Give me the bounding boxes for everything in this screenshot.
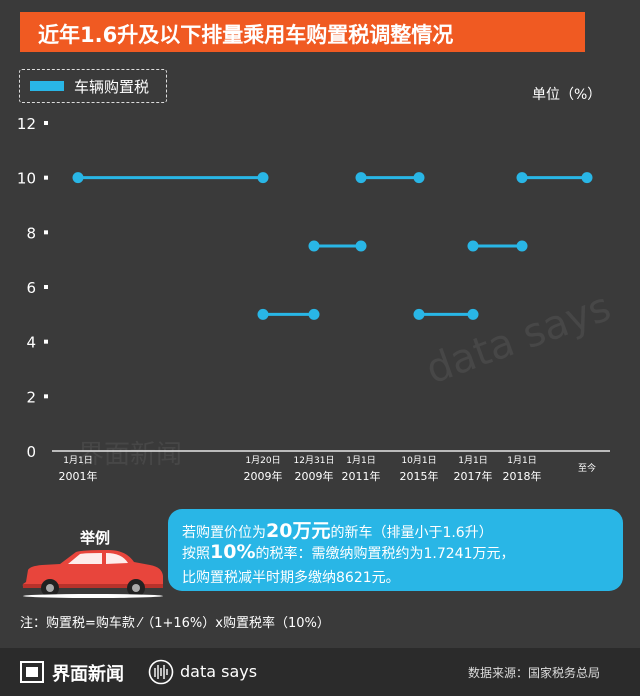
data-point [581,172,593,184]
y-tick-label: 8 [26,224,36,242]
legend-label: 车辆购置税 [74,78,150,96]
x-tick-label: 10月1日 [401,455,436,466]
data-point [413,172,425,184]
data-point [355,240,367,252]
x-tick-label: 1月1日 [507,455,536,466]
y-tick-label: 2 [26,388,36,406]
data-point [467,240,479,252]
data-point [257,172,269,184]
example-line-3: 比购置税减半时期多缴纳8621元。 [182,570,400,586]
y-tick-label: 12 [17,115,36,133]
x-tick-label-year: 2001年 [59,469,98,483]
data-point [308,240,320,252]
example-line-1-post: 的新车（排量小于1.6升） [330,525,493,541]
x-tick-label-year: 2009年 [244,469,283,483]
x-tick-label-year: 2009年 [295,469,334,483]
data-source: 数据来源：国家税务总局 [468,666,601,680]
datasays-logo-icon [148,659,174,685]
page-title: 近年1.6升及以下排量乘用车购置税调整情况 [38,23,454,47]
data-point [308,308,320,320]
y-tick-mark [44,285,48,289]
data-point [516,172,528,184]
jiemian-logo-icon [20,661,44,683]
y-tick-label: 6 [26,279,36,297]
example-line-1: 若购置价位为20万元的新车（排量小于1.6升） [182,516,493,543]
title-bar: 近年1.6升及以下排量乘用车购置税调整情况 [20,12,585,52]
legend-swatch [30,81,64,91]
car-icon [22,550,163,598]
legend: 车辆购置税 [19,69,167,103]
example-price: 20万元 [266,520,331,542]
y-tick-mark [44,121,48,125]
x-tick-label: 1月1日 [458,455,487,466]
x-tick-label: 1月1日 [63,455,92,466]
example-line-1-pre: 若购置价位为 [182,525,266,541]
x-tick-label-year: 2017年 [454,469,493,483]
data-point [467,308,479,320]
data-point [72,172,84,184]
example-line-2-post: 的税率：需缴纳购置税约为1.7241万元， [255,546,515,562]
x-tick-label-year: 2018年 [503,469,542,483]
example-line-2-pre: 按照 [182,546,210,562]
x-tick-label-year: 2011年 [342,469,381,483]
y-tick-mark [44,175,48,180]
footer: 界面新闻 data says 数据来源：国家税务总局 [0,648,640,696]
data-point [355,172,367,184]
y-tick-label: 4 [26,334,36,352]
line-chart: 0 2 4 6 8 10 12 1月1日 2001年 1月20日 2009年 12月31日 2009年 1… [17,115,610,483]
data-point [257,308,269,320]
y-tick-label: 0 [26,443,36,461]
footer-brand: 界面新闻 [52,664,124,685]
data-point [413,308,425,320]
watermark-brand: 界面新闻 [78,440,183,470]
unit-label: 单位（%） [532,87,602,103]
example-box: 若购置价位为20万元的新车（排量小于1.6升） 按照10%的税率：需缴纳购置税约… [168,509,623,591]
footer-datasays: data says [180,662,258,681]
x-tick-label: 12月31日 [294,455,335,466]
x-tick-label-year: 2015年 [400,469,439,483]
y-tick-mark [44,394,48,399]
x-tick-label: 至今 [578,462,596,474]
footnote: 注：购置税=购车款 ⁄（1+16%）x购置税率（10%） [20,616,330,631]
example-label: 举例 [80,529,111,547]
data-point [516,240,528,252]
y-tick-mark [44,339,48,344]
x-tick-label: 1月20日 [245,455,280,466]
example-line-2: 按照10%的税率：需缴纳购置税约为1.7241万元， [182,541,514,563]
x-tick-label: 1月1日 [346,455,375,466]
y-tick-mark [44,230,48,235]
example-rate: 10% [210,541,256,563]
y-tick-label: 10 [17,170,36,188]
